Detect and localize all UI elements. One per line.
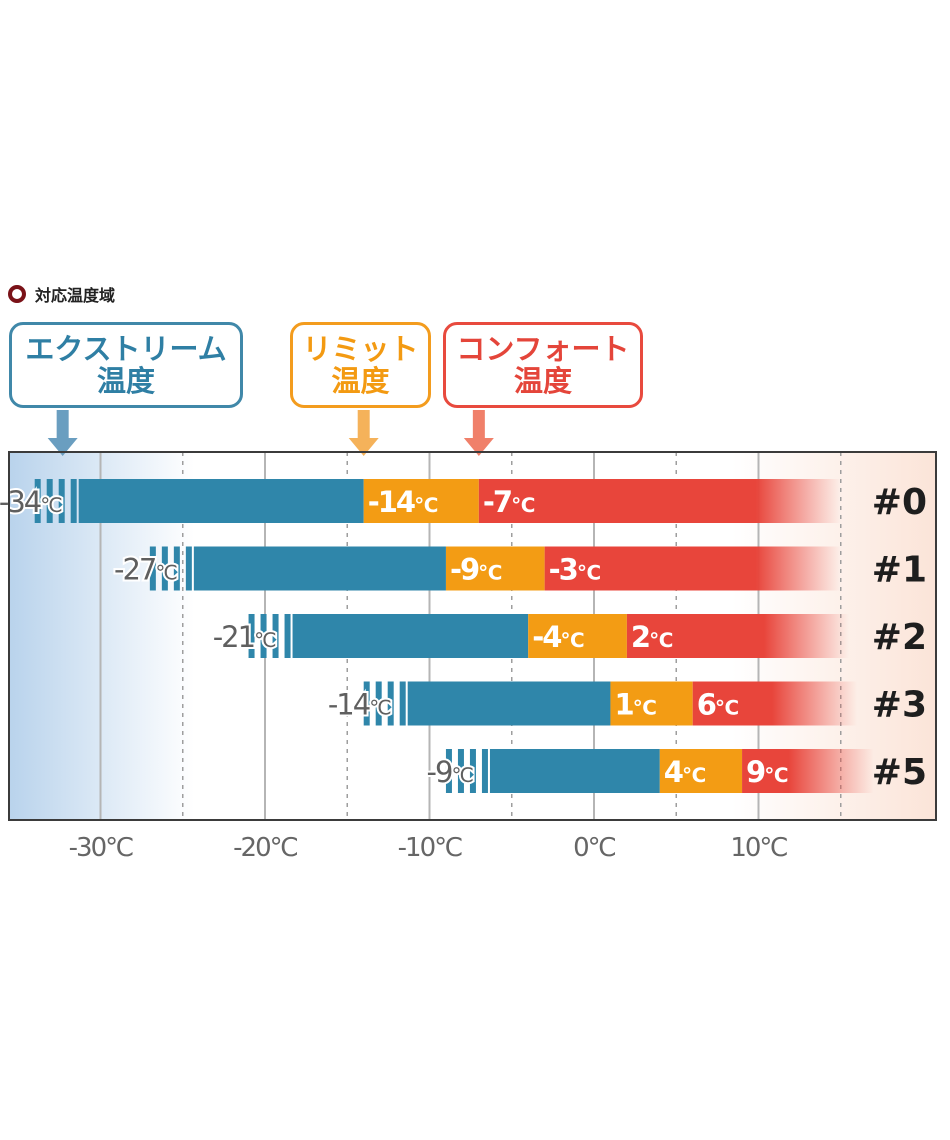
comfort-bar — [742, 749, 874, 793]
callout-label: 温度 — [513, 364, 572, 398]
limit-bar — [528, 614, 627, 658]
extreme-stripe — [445, 749, 452, 793]
category-label: #1 — [872, 550, 927, 591]
comfort-bar — [692, 681, 858, 726]
extreme-value-label: -21℃ — [213, 620, 276, 654]
section-heading: 対応温度域 — [8, 283, 115, 305]
extreme-temperature-callout: エクストリーム 温度 — [9, 322, 243, 408]
limit-value-label: 4℃ — [664, 755, 706, 789]
extreme-arrow-icon — [47, 410, 78, 456]
extreme-stripe — [272, 614, 279, 658]
callout-label: リミット — [302, 332, 419, 366]
extreme-stripe — [173, 546, 180, 591]
limit-bar — [445, 546, 545, 591]
extreme-bar — [78, 479, 364, 523]
limit-value-label: -9℃ — [450, 553, 502, 587]
x-tick-label: 10℃ — [730, 833, 787, 863]
section-heading-text: 対応温度域 — [35, 286, 116, 305]
extreme-stripe — [375, 681, 382, 726]
extreme-stripe — [481, 749, 488, 793]
limit-bar — [610, 681, 693, 726]
category-label: #3 — [872, 685, 927, 726]
limit-bar — [659, 749, 743, 793]
x-tick-label: -10℃ — [398, 833, 462, 863]
bullet-icon — [8, 285, 26, 303]
plot-frame — [8, 451, 937, 821]
category-label: #0 — [872, 482, 927, 523]
callout-label: エクストリーム — [25, 332, 227, 366]
extreme-bar — [407, 681, 611, 726]
extreme-value-label: -14℃ — [328, 688, 391, 722]
x-tick-label: -20℃ — [233, 833, 297, 863]
limit-value-label: 1℃ — [614, 688, 656, 722]
limit-bar — [363, 479, 479, 523]
extreme-stripe — [248, 614, 255, 658]
extreme-stripe — [161, 546, 168, 591]
limit-arrow-icon — [348, 410, 379, 456]
limit-temperature-callout: リミット 温度 — [290, 322, 431, 408]
extreme-bar — [292, 614, 529, 658]
callout-label: コンフォート — [456, 332, 630, 366]
comfort-value-label: 2℃ — [631, 620, 673, 654]
comfort-value-label: 6℃ — [697, 688, 739, 722]
callout-label: 温度 — [96, 364, 155, 398]
extreme-stripe — [58, 479, 65, 523]
extreme-value-label: -27℃ — [114, 553, 177, 587]
limit-value-label: -14℃ — [368, 485, 438, 519]
comfort-value-label: -7℃ — [483, 485, 535, 519]
extreme-stripe — [46, 479, 53, 523]
limit-value-label: -4℃ — [532, 620, 584, 654]
comfort-temperature-callout: コンフォート 温度 — [443, 322, 643, 408]
comfort-arrow-icon — [463, 410, 494, 456]
callout-label: 温度 — [331, 364, 390, 398]
extreme-stripe — [284, 614, 291, 658]
comfort-bar — [544, 546, 841, 591]
extreme-stripe — [185, 546, 192, 591]
comfort-bar — [478, 479, 841, 523]
x-tick-label: -30℃ — [69, 833, 133, 863]
x-tick-label: 0℃ — [573, 833, 616, 863]
comfort-bar — [626, 614, 849, 658]
extreme-stripe — [363, 681, 370, 726]
category-label: #5 — [872, 752, 927, 793]
extreme-stripe — [387, 681, 394, 726]
extreme-stripe — [469, 749, 476, 793]
extreme-stripe — [260, 614, 267, 658]
extreme-stripe — [34, 479, 41, 523]
extreme-stripe — [399, 681, 406, 726]
extreme-value-label: -34℃ — [0, 485, 62, 519]
category-label: #2 — [872, 617, 927, 658]
extreme-bar — [193, 546, 446, 591]
extreme-stripe — [70, 479, 77, 523]
extreme-stripe — [149, 546, 156, 591]
extreme-bar — [489, 749, 660, 793]
comfort-value-label: -3℃ — [549, 553, 601, 587]
extreme-stripe — [457, 749, 464, 793]
comfort-value-label: 9℃ — [746, 755, 788, 789]
